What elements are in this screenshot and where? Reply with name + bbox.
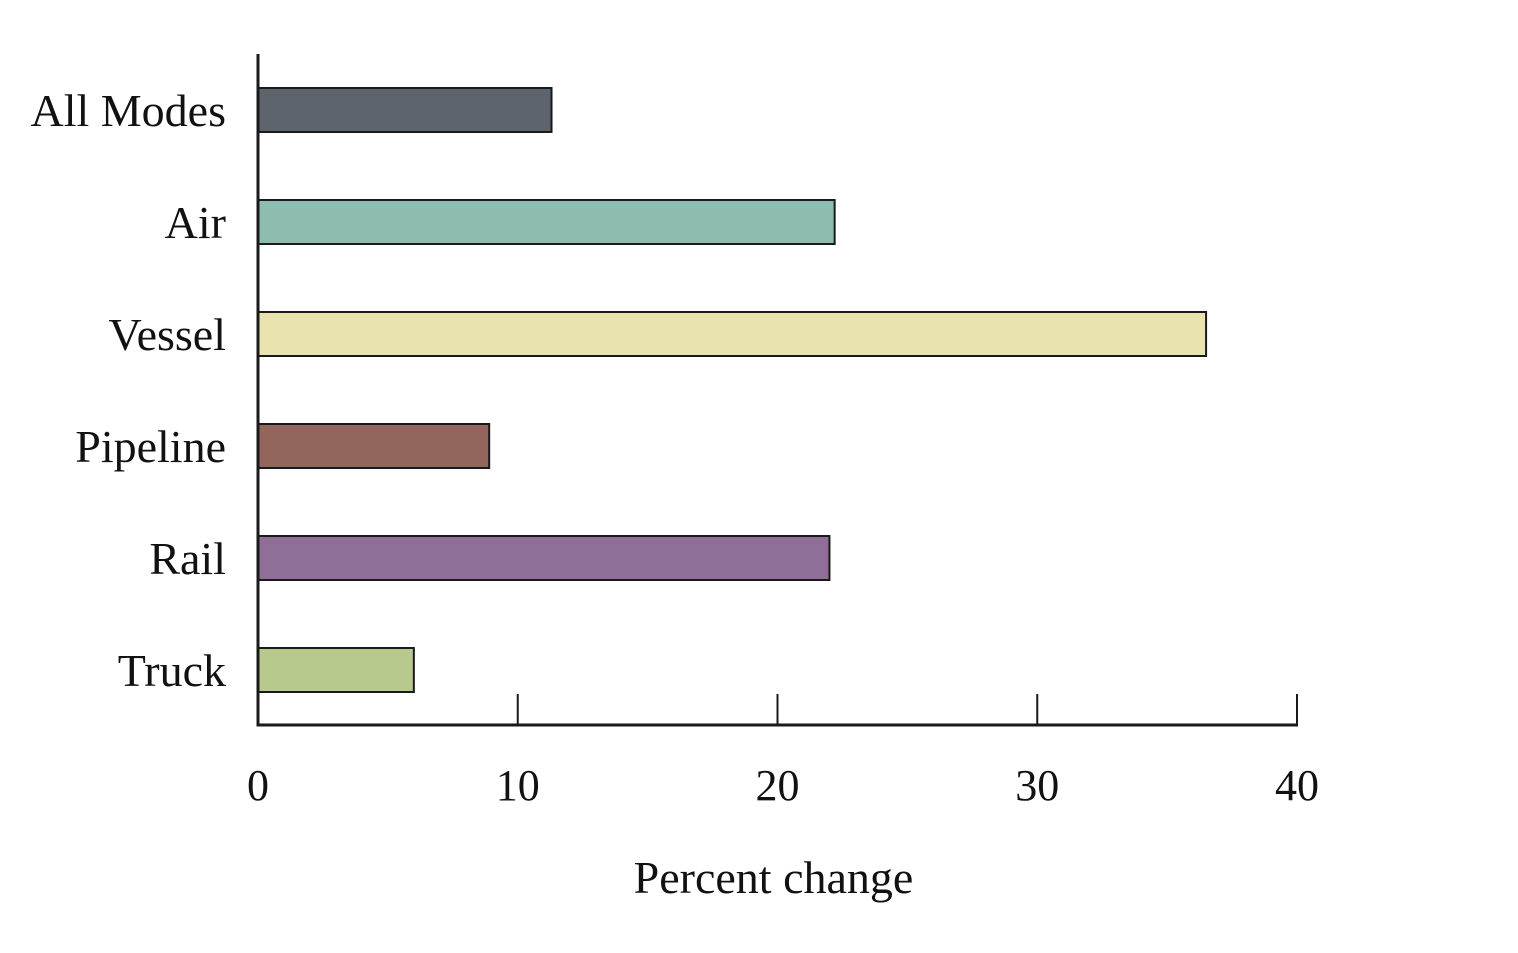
category-labels-group: All Modes Air Vessel Pipeline Rail Truck (31, 85, 227, 696)
bar-all-modes (257, 87, 553, 133)
category-label-pipeline: Pipeline (75, 421, 226, 472)
axes-group (256, 54, 1298, 727)
x-tick-label-10: 10 (496, 761, 540, 810)
x-tick-label-0: 0 (247, 761, 269, 810)
bar-rail (257, 535, 831, 581)
category-label-vessel: Vessel (108, 309, 226, 360)
x-tick-label-30: 30 (1015, 761, 1059, 810)
bars-group (257, 87, 1208, 693)
x-tick-label-20: 20 (756, 761, 800, 810)
x-axis-title: Percent change (634, 852, 914, 903)
x-tick-label-40: 40 (1275, 761, 1319, 810)
category-label-air: Air (165, 197, 226, 248)
category-label-truck: Truck (118, 645, 226, 696)
category-label-all-modes: All Modes (31, 85, 227, 136)
category-label-rail: Rail (149, 533, 226, 584)
bar-truck (257, 647, 415, 693)
bar-vessel (257, 311, 1208, 357)
bar-pipeline (257, 423, 491, 469)
x-ticks-group: 0 10 20 30 40 (247, 694, 1319, 810)
bar-air (257, 199, 836, 245)
